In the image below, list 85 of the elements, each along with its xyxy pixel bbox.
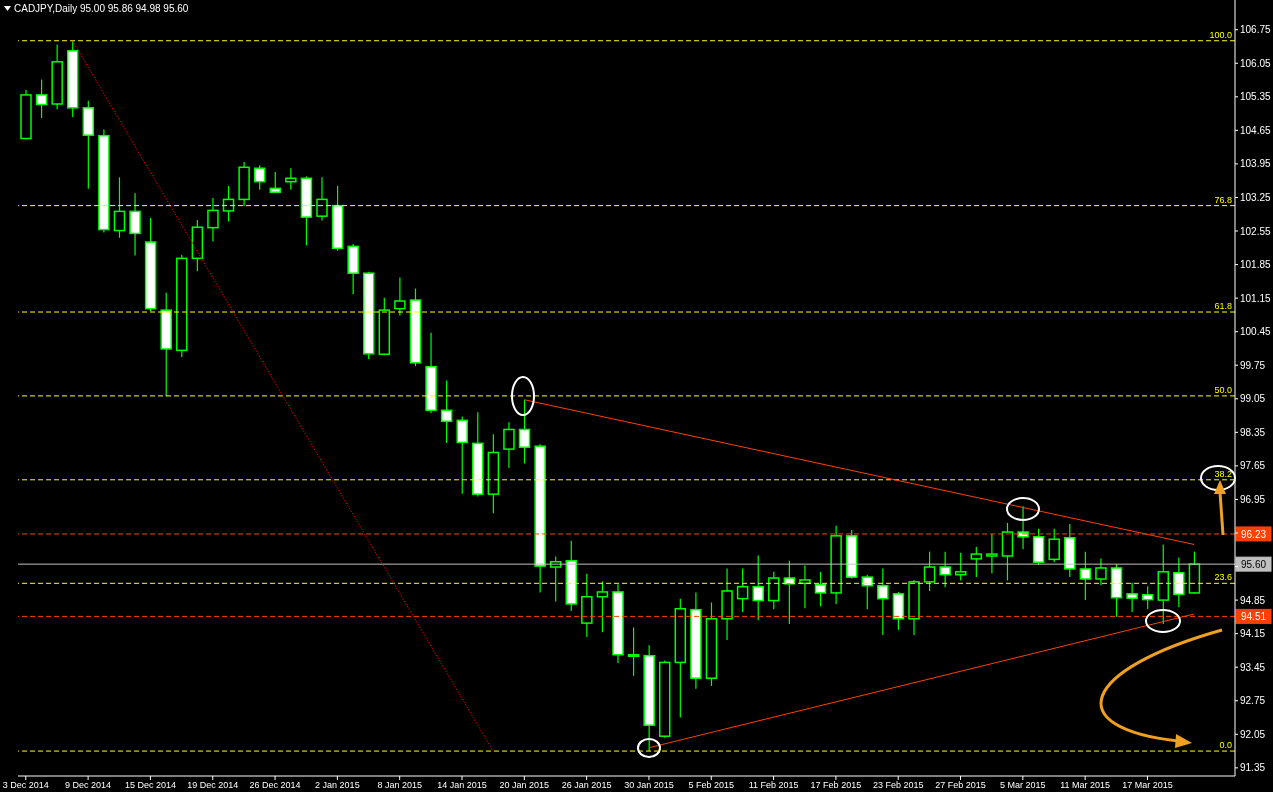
candlestick xyxy=(1001,522,1014,582)
candlestick xyxy=(35,78,48,119)
candlestick xyxy=(503,421,515,469)
chart-title: CADJPY,Daily 95.00 95.86 94.98 95.60 xyxy=(14,3,189,14)
y-tick-label: 93.45 xyxy=(1240,661,1266,673)
y-tick-label: 100.45 xyxy=(1240,326,1272,338)
y-tick-label: 104.65 xyxy=(1240,124,1272,136)
candlestick xyxy=(269,171,282,193)
x-tick-label: 17 Mar 2015 xyxy=(1122,780,1173,790)
candlestick xyxy=(222,185,235,223)
y-tick-label: 101.85 xyxy=(1240,259,1272,271)
candlestick xyxy=(736,567,749,613)
candlestick xyxy=(939,551,951,588)
candlestick xyxy=(394,276,406,316)
y-tick-label: 101.15 xyxy=(1240,292,1272,304)
ref-line-label: 96.23 xyxy=(1240,528,1267,540)
ref-line-label: 94.51 xyxy=(1240,611,1267,623)
x-tick-label: 11 Feb 2015 xyxy=(748,780,799,790)
y-tick-label: 103.25 xyxy=(1240,192,1272,204)
x-tick-label: 14 Jan 2015 xyxy=(437,780,487,790)
candlestick xyxy=(986,533,998,574)
y-tick-label: 105.35 xyxy=(1240,91,1272,103)
x-tick-label: 27 Feb 2015 xyxy=(935,780,986,790)
candlestick xyxy=(627,626,640,677)
y-tick-label: 103.95 xyxy=(1240,158,1272,170)
x-tick-label: 26 Jan 2015 xyxy=(561,780,612,790)
candlestick xyxy=(1141,585,1154,610)
candlestick xyxy=(923,551,936,592)
candlestick xyxy=(814,571,827,607)
x-tick-label: 3 Dec 2014 xyxy=(2,780,49,790)
candlestick xyxy=(877,567,889,636)
x-tick-label: 15 Dec 2014 xyxy=(124,780,176,790)
candlestick xyxy=(456,415,468,495)
candlestick xyxy=(1079,551,1092,601)
candlestick xyxy=(752,554,764,621)
annotation: 50.0 xyxy=(1214,384,1232,395)
candlestick xyxy=(970,546,983,578)
x-tick-label: 5 Feb 2015 xyxy=(688,780,735,790)
y-tick-label: 98.35 xyxy=(1240,426,1266,438)
candlestick xyxy=(113,176,126,239)
x-tick-label: 17 Feb 2015 xyxy=(810,780,862,790)
y-tick-label: 94.15 xyxy=(1240,628,1266,640)
annotation: 23.6 xyxy=(1214,572,1232,583)
x-tick-label: 26 Dec 2014 xyxy=(249,780,301,790)
y-tick-label: 102.55 xyxy=(1240,225,1272,237)
annotation: 100.0 xyxy=(1209,29,1232,40)
candlestick xyxy=(1126,582,1138,613)
y-tick-label: 99.05 xyxy=(1240,393,1266,405)
x-tick-label: 20 Jan 2015 xyxy=(499,780,550,790)
y-tick-label: 99.75 xyxy=(1240,359,1266,371)
candlestick xyxy=(207,197,219,243)
y-tick-label: 97.65 xyxy=(1240,460,1266,472)
y-tick-label: 92.75 xyxy=(1240,695,1266,707)
x-tick-label: 2 Jan 2015 xyxy=(315,780,360,790)
x-tick-label: 8 Jan 2015 xyxy=(377,780,422,790)
candlestick xyxy=(799,564,811,609)
candlestick xyxy=(316,176,328,222)
x-tick-label: 5 Mar 2015 xyxy=(1000,780,1046,790)
x-tick-label: 23 Feb 2015 xyxy=(872,780,924,790)
y-tick-label: 96.95 xyxy=(1240,493,1266,505)
y-tick-label: 91.35 xyxy=(1240,762,1266,774)
y-tick-label: 106.75 xyxy=(1240,24,1272,36)
ref-line-label: 95.60 xyxy=(1240,559,1267,571)
y-tick-label: 92.05 xyxy=(1240,728,1266,740)
x-tick-label: 9 Dec 2014 xyxy=(65,780,112,790)
candlestick xyxy=(1095,557,1107,586)
candlestick xyxy=(129,192,141,257)
annotation: 61.8 xyxy=(1214,301,1232,312)
x-tick-label: 11 Mar 2015 xyxy=(1060,780,1111,790)
annotation: 76.8 xyxy=(1214,194,1232,205)
x-tick-label: 19 Dec 2014 xyxy=(187,780,239,790)
candlestick xyxy=(954,552,967,582)
annotation: 0.0 xyxy=(1219,740,1232,751)
candlestick xyxy=(253,164,266,191)
x-tick-label: 30 Jan 2015 xyxy=(624,780,674,790)
candlestick xyxy=(783,560,796,625)
candlestick xyxy=(1048,528,1060,563)
annotation: 38.2 xyxy=(1214,468,1232,479)
y-tick-label: 94.85 xyxy=(1240,594,1266,606)
candlestick xyxy=(440,379,453,444)
candlestick xyxy=(768,571,780,610)
candlestick xyxy=(1173,556,1185,608)
y-tick-label: 106.05 xyxy=(1240,57,1272,69)
candlestick xyxy=(596,580,609,633)
candlestick xyxy=(518,399,531,465)
